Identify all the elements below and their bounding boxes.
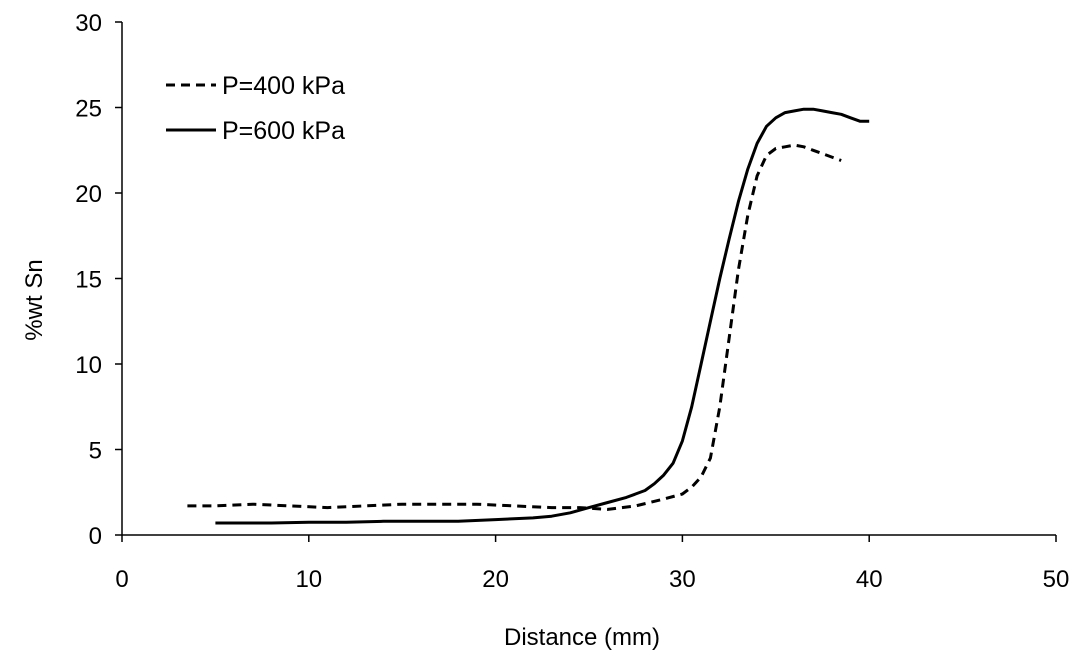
x-tick-label: 50 [1043,566,1070,593]
ticks: 0 10 20 30 40 50 0 5 10 15 20 25 30 [75,10,1069,593]
legend-label-1: P=400 kPa [222,72,345,100]
y-tick-label: 5 [89,438,102,465]
y-tick-label: 0 [89,523,102,550]
legend-label-2: P=600 kPa [222,117,345,145]
y-tick-label: 15 [75,267,102,294]
y-axis-title: %wt Sn [21,259,48,340]
legend: P=400 kPa P=600 kPa [166,72,345,145]
y-tick-label: 30 [75,10,102,37]
y-tick-label: 10 [75,352,102,379]
x-tick-label: 0 [115,566,128,593]
x-tick-label: 10 [295,566,322,593]
x-axis-title: Distance (mm) [504,624,660,651]
series-line-1 [187,143,842,511]
series-line-2 [215,107,870,525]
y-tick-label: 25 [75,96,102,123]
series-group [187,107,870,525]
y-tick-label: 20 [75,181,102,208]
x-tick-label: 30 [669,566,696,593]
x-tick-label: 20 [482,566,509,593]
x-tick-label: 40 [856,566,883,593]
